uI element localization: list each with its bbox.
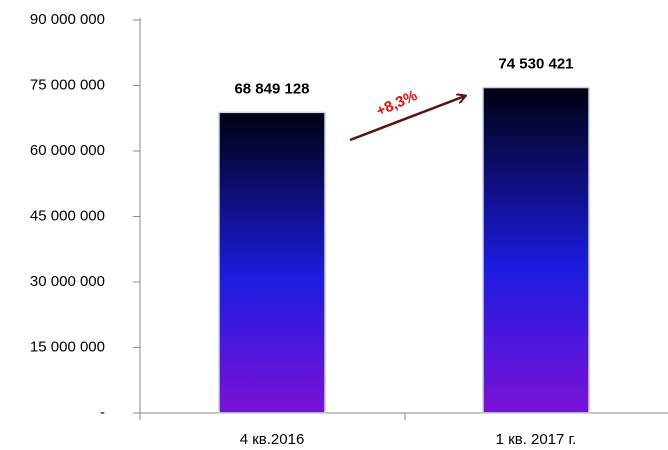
data-label: 74 530 421 [498, 56, 573, 73]
y-tick-label: 90 000 000 [30, 11, 105, 28]
y-tick-label: - [100, 404, 105, 421]
data-label: 68 849 128 [234, 80, 309, 97]
bar [482, 86, 590, 414]
x-tick-label: 1 кв. 2017 г. [496, 431, 577, 448]
y-tick-label: 15 000 000 [30, 338, 105, 355]
x-tick-label: 4 кв.2016 [240, 431, 305, 448]
bar [218, 111, 326, 414]
y-tick-label: 75 000 000 [30, 76, 105, 93]
y-tick-label: 60 000 000 [30, 142, 105, 159]
y-tick-label: 30 000 000 [30, 273, 105, 290]
y-tick-label: 45 000 000 [30, 207, 105, 224]
arrow [349, 96, 465, 142]
